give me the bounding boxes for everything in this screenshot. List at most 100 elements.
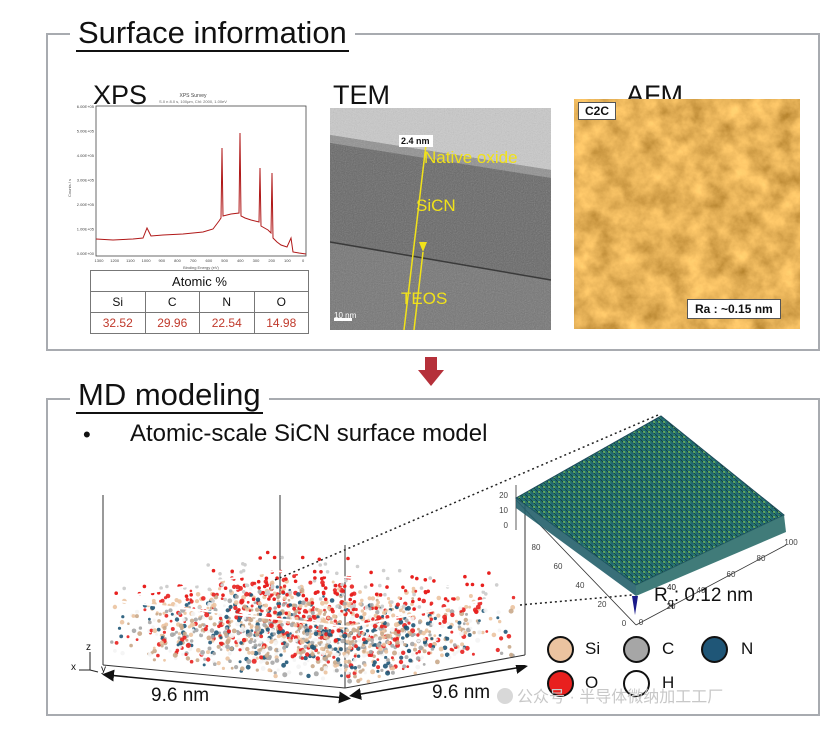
xps-spectrum-line [95,132,307,255]
slab-atom [308,625,313,629]
slab-atom [170,627,175,631]
slab-atom [421,598,427,604]
slab-atom [435,638,438,641]
slab-surface-atom [159,586,163,590]
slab-atom [410,628,416,634]
slab-surface-atom [301,593,306,598]
slab-atom [274,658,280,663]
slab-atom [255,597,261,602]
slab-atom [239,628,244,633]
slab-atom [444,652,450,658]
slab-atom [410,616,415,622]
slab-atom [319,640,323,644]
slab-surface-atom [417,597,422,602]
slab-atom [471,652,475,656]
slab-atom [403,625,408,630]
slab-atom [221,666,225,670]
slab-atom [234,615,239,620]
watermark: 公众号 · 半导体微纳加工工厂 [497,683,723,707]
xps-y-tick: 4.00E+05 [77,153,95,158]
slab-atom [438,634,442,637]
slab-atom [460,649,465,654]
slab-atom [251,658,257,664]
rq-label: Rq: 0.12 nm [654,585,754,609]
slab-atom [327,644,332,649]
slab-atom [269,623,274,629]
slab-surface-atom [272,555,277,560]
slab-atom [356,654,361,658]
slab-atom [444,617,447,621]
surface-3d-plot: 20 10 0 80 60 40 20 0 100 80 60 40 20 0 [486,410,816,635]
slab-atom [371,617,375,621]
slab-atom [266,637,271,642]
slab-surface-atom [481,590,486,594]
slab-atom [332,660,338,665]
atomic-percent-table: Atomic % Si C N O 32.52 29.96 22.54 14.9… [90,270,309,334]
slab-atom [405,633,410,638]
slab-atom [228,589,233,593]
slab-atom [212,605,216,608]
slab-atom [213,662,217,666]
slab-atom [392,637,397,642]
slab-atom [228,605,233,609]
slab-atom [216,661,221,666]
slab-surface-atom [223,586,228,590]
slab-atom [273,639,279,645]
slab-atom [160,644,164,648]
xps-plot-subtitle: S.0 n 8.0 s, 100μm, Chl: 2000, 1.00eV [159,99,227,104]
slab-atom [362,641,366,644]
slab-atom [425,621,430,626]
slab-atom [131,628,137,634]
xps-plot-frame [95,105,307,257]
slab-atom [193,617,198,622]
slab-atom [241,626,245,629]
legend-o-label: O [585,673,599,692]
slab-atom [299,587,305,593]
slab-atom [110,640,114,644]
slab-atom [218,616,223,621]
slab-surface-atom [325,570,330,574]
slab-atom [218,631,222,635]
axis-z-label: z [86,642,91,653]
slab-atom [288,603,293,607]
slab-atom [332,655,336,659]
slab-atom [402,610,406,614]
surface-info-panel [46,33,820,351]
slab-atom [442,645,448,651]
slab-atom [375,610,380,615]
slab-atom [346,633,351,637]
slab-atom [376,615,382,620]
slab-surface-atom [310,601,315,605]
slab-atom [214,630,219,636]
slab-atom [417,650,421,654]
slab-atom [150,605,156,611]
slab-atom [188,632,194,637]
xps-label: XPS [93,80,148,110]
slab-atom [457,625,461,629]
slab-atom [162,626,167,631]
tem-label: TEM [333,80,390,110]
slab-atom [339,663,343,667]
legend-si-label: Si [585,639,601,658]
slab-surface-atom [304,597,309,601]
slab-atom [481,630,485,635]
slab-atom [436,613,441,618]
slab-surface-atom [257,586,261,590]
zoom-connector-lines [270,410,670,610]
slab-atom [212,651,216,656]
slab-atom [310,610,315,616]
slab-atom [422,637,427,642]
slab-atom [431,622,435,626]
slab-atom [277,599,280,603]
md-bullet: • [83,422,91,447]
atomic-element-o: O [253,291,309,313]
slab-atom [234,665,239,670]
slab-atom [328,648,332,652]
slab-surface-atom [383,592,387,597]
slab-atom [203,627,208,632]
slab-atom [129,643,133,648]
slab-atom [152,648,157,654]
slab-atom [393,622,399,628]
md-modeling-panel [46,398,820,716]
slab-atom [358,590,362,594]
